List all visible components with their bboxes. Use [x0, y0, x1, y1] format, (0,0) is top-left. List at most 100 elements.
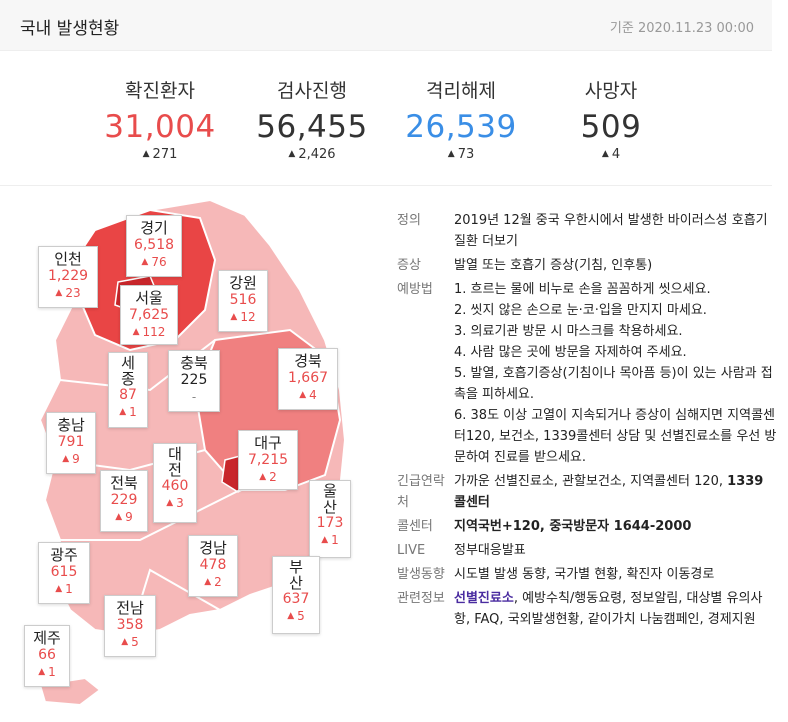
live-link[interactable]: 정부대응발표	[454, 543, 526, 558]
region-jeju[interactable]: 제주 66 ▲ 1	[24, 625, 70, 687]
region-count: 1,229	[47, 268, 89, 284]
stat-label: 검사진행	[277, 80, 347, 102]
trend-row: 발생동향 시도별 발생 동향, 국가별 현황, 확진자 이동경로	[397, 564, 777, 585]
up-arrow-icon: ▲	[204, 577, 212, 587]
up-arrow-icon: ▲	[141, 257, 149, 267]
stat-value: 26,539	[405, 109, 517, 145]
region-jeonbuk[interactable]: 전북 229 ▲ 9	[100, 470, 148, 532]
definition-more-link[interactable]: 더보기	[482, 234, 518, 249]
row-label: 긴급연락처	[397, 474, 445, 510]
region-name: 서울	[135, 289, 163, 307]
region-name: 충남	[57, 416, 85, 434]
prevention-item: 3. 의료기관 방문 시 마스크를 착용하세요.	[454, 324, 683, 339]
region-name: 경남	[199, 539, 227, 557]
region-count: 6,518	[133, 237, 175, 253]
prevention-item: 5. 발열, 호흡기증상(기침이나 목아픔 등)이 있는 사람과 접촉을 피하세…	[454, 366, 773, 402]
region-delta: 2	[269, 470, 277, 484]
row-label: 증상	[397, 258, 421, 273]
row-label: 관련정보	[397, 591, 445, 606]
stat-delta: 73	[457, 147, 475, 162]
up-arrow-icon: ▲	[119, 407, 127, 417]
related-link[interactable]: 대상별 유의사항	[454, 591, 763, 627]
related-link[interactable]: 국외발생현황	[507, 612, 580, 627]
up-arrow-icon: ▲	[230, 312, 238, 322]
up-arrow-icon: ▲	[55, 288, 63, 298]
prevention-item: 1. 흐르는 물에 비누로 손을 꼼꼼하게 씻으세요.	[454, 282, 711, 297]
related-link[interactable]: FAQ	[474, 612, 500, 627]
info-panel: 정의 2019년 12월 중국 우한시에서 발생한 바이러스성 호흡기 질환 더…	[397, 210, 777, 633]
region-count: 516	[229, 292, 257, 308]
callcenter-text: 지역국번+120, 중국방문자 1644-2000	[454, 519, 692, 534]
region-name: 인천	[54, 250, 82, 268]
region-delta: 12	[240, 310, 256, 324]
region-busan[interactable]: 부산 637 ▲ 5	[272, 556, 320, 634]
region-sejong[interactable]: 세종 87 ▲ 1	[108, 352, 148, 428]
related-link[interactable]: 정보알림	[630, 591, 679, 606]
callcenter-row: 콜센터 지역국번+120, 중국방문자 1644-2000	[397, 516, 777, 537]
region-gyeongnam[interactable]: 경남 478 ▲ 2	[188, 535, 238, 597]
related-link[interactable]: 같이가치 나눔캠페인	[587, 612, 700, 627]
region-delta: 5	[297, 609, 305, 623]
region-name: 강원	[229, 274, 257, 292]
region-count: 66	[38, 647, 56, 663]
region-name: 세종	[121, 354, 135, 388]
trend-link-region[interactable]: 시도별 발생 동향	[454, 567, 546, 582]
region-gwangju[interactable]: 광주 615 ▲ 1	[38, 542, 90, 604]
up-arrow-icon: ▲	[142, 149, 150, 159]
region-delta: 5	[131, 635, 139, 649]
region-delta: 1	[65, 582, 73, 596]
region-delta: 3	[176, 496, 184, 510]
region-name: 대구	[254, 434, 282, 452]
up-arrow-icon: ▲	[121, 637, 129, 647]
up-arrow-icon: ▲	[321, 535, 329, 545]
region-delta: 23	[65, 286, 81, 300]
region-daejeon[interactable]: 대전 460 ▲ 3	[153, 443, 197, 523]
region-name: 전북	[110, 474, 138, 492]
korea-map: 경기 6,518 ▲ 76 인천 1,229 ▲ 23 서울 7,625 ▲ 112 …	[0, 190, 390, 722]
region-gangwon[interactable]: 강원 516 ▲ 12	[218, 270, 268, 332]
region-gyeongbuk[interactable]: 경북 1,667 ▲ 4	[278, 348, 338, 410]
row-label: 콜센터	[397, 519, 433, 534]
region-incheon[interactable]: 인천 1,229 ▲ 23	[38, 246, 98, 308]
trend-link-country[interactable]: 국가별 현황	[554, 567, 619, 582]
region-count: 1,667	[287, 370, 329, 386]
up-arrow-icon: ▲	[299, 390, 307, 400]
region-chungnam[interactable]: 충남 791 ▲ 9	[46, 412, 96, 474]
stat-released: 격리해제 26,539 ▲ 73	[391, 76, 531, 162]
region-name: 충북	[180, 354, 208, 372]
region-daegu[interactable]: 대구 7,215 ▲ 2	[238, 430, 298, 490]
region-count: 637	[282, 591, 310, 607]
region-gyeonggi[interactable]: 경기 6,518 ▲ 76	[126, 215, 182, 277]
related-link[interactable]: 예방수칙/행동요령	[522, 591, 623, 606]
trend-link-route[interactable]: 확진자 이동경로	[626, 567, 715, 582]
region-ulsan[interactable]: 울산 173 ▲ 1	[309, 480, 351, 558]
region-seoul[interactable]: 서울 7,625 ▲ 112	[120, 285, 178, 345]
related-link[interactable]: 경제지원	[707, 612, 756, 627]
stat-delta: 4	[611, 147, 621, 162]
prevention-item: 2. 씻지 않은 손으로 눈·코·입을 만지지 마세요.	[454, 303, 707, 318]
up-arrow-icon: ▲	[288, 149, 296, 159]
up-arrow-icon: ▲	[62, 454, 70, 464]
related-link-clinic[interactable]: 선별진료소	[454, 591, 514, 606]
live-row: LIVE 정부대응발표	[397, 540, 777, 561]
row-label: 발생동향	[397, 567, 445, 582]
region-delta: -	[191, 390, 197, 404]
stat-delta: 271	[152, 147, 178, 162]
region-name: 대전	[168, 445, 182, 479]
region-name: 제주	[33, 629, 61, 647]
stat-testing: 검사진행 56,455 ▲ 2,426	[242, 76, 382, 162]
up-arrow-icon: ▲	[259, 472, 267, 482]
stat-delta: 2,426	[298, 147, 336, 162]
region-count: 358	[116, 617, 144, 633]
region-name: 부산	[289, 558, 303, 592]
stat-value: 31,004	[104, 109, 216, 145]
stat-deaths: 사망자 509 ▲ 4	[541, 76, 681, 162]
region-count: 478	[199, 557, 227, 573]
definition-row: 정의 2019년 12월 중국 우한시에서 발생한 바이러스성 호흡기 질환 더…	[397, 210, 777, 252]
region-chungbuk[interactable]: 충북 225 -	[168, 350, 220, 412]
region-count: 791	[57, 434, 85, 450]
prevention-item: 4. 사람 많은 곳에 방문을 자제하여 주세요.	[454, 345, 687, 360]
page-title: 국내 발생현황	[20, 19, 120, 39]
region-jeonnam[interactable]: 전남 358 ▲ 5	[104, 595, 156, 657]
up-arrow-icon: ▲	[447, 149, 455, 159]
